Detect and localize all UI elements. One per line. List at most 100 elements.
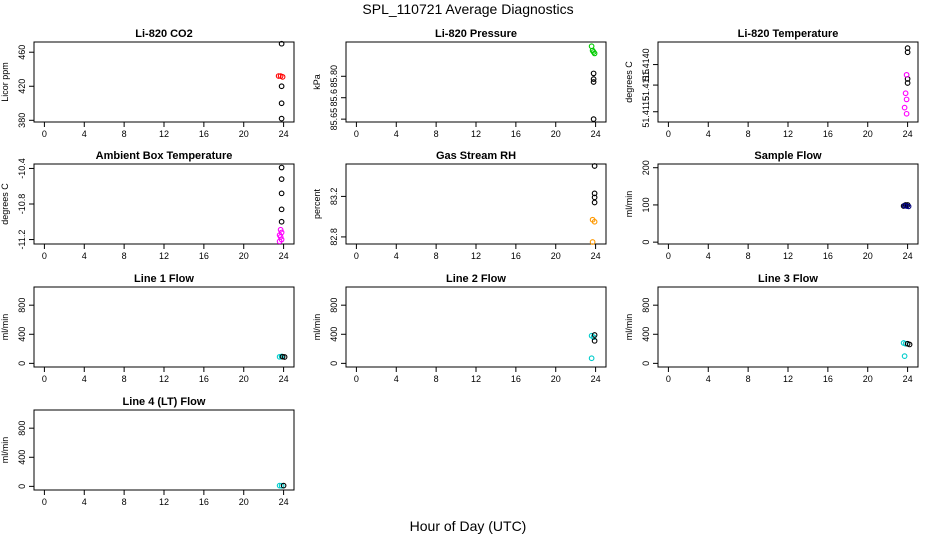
panel-title: Line 1 Flow	[134, 273, 194, 285]
data-point-orange	[589, 239, 596, 245]
y-tick-label: 0	[641, 361, 651, 366]
panel-frame	[33, 286, 295, 368]
x-tick-label: 24	[591, 374, 601, 384]
panel-ambient-box-temperature: Ambient Box Temperature degrees C 0 4 8 12 16 2…	[0, 150, 295, 261]
panel-ylabel: degrees C	[624, 61, 634, 103]
x-tick-label: 16	[199, 374, 209, 384]
data-point-red	[279, 74, 286, 80]
panel-line-4-lt-flow: Line 4 (LT) Flow ml/min 0 4 8 12 16 20 24 0 400 800	[0, 396, 295, 507]
data-point-magenta	[901, 104, 908, 111]
x-tick-label: 20	[863, 374, 873, 384]
x-tick-label: 4	[394, 251, 399, 261]
x-tick-label: 4	[706, 251, 711, 261]
y-tick-label: 800	[17, 421, 27, 436]
x-tick-label: 20	[551, 374, 561, 384]
x-tick-label: 8	[122, 129, 127, 139]
x-tick-label: 16	[823, 374, 833, 384]
x-tick-label: 16	[199, 129, 209, 139]
panel-title: Line 2 Flow	[446, 273, 506, 285]
data-point-black	[278, 40, 285, 47]
data-point-black	[904, 80, 911, 86]
x-tick-label: 16	[511, 374, 521, 384]
x-tick-label: 8	[746, 129, 751, 139]
x-tick-label: 4	[82, 129, 87, 139]
x-tick-label: 8	[434, 129, 439, 139]
panel-ylabel: percent	[312, 188, 322, 219]
x-tick-label: 24	[903, 251, 913, 261]
x-tick-label: 12	[783, 129, 793, 139]
x-tick-label: 12	[159, 497, 169, 507]
x-tick-label: 0	[354, 251, 359, 261]
y-tick-label: 85.6	[329, 89, 339, 107]
y-tick-label: 800	[641, 298, 651, 313]
data-point-black	[278, 115, 285, 122]
data-point-black	[281, 354, 288, 360]
x-tick-label: 24	[279, 374, 289, 384]
panel-title: Line 3 Flow	[758, 273, 818, 285]
data-point-cyan	[276, 482, 283, 489]
y-tick-label: 800	[17, 298, 27, 313]
y-tick-label: 51.4115	[641, 69, 651, 101]
x-tick-label: 20	[863, 251, 873, 261]
x-tick-label: 0	[354, 374, 359, 384]
panel-ylabel: degrees C	[0, 183, 10, 225]
data-point-cyan	[588, 355, 595, 362]
data-point-black	[590, 116, 597, 122]
panel-frame	[657, 286, 919, 368]
y-tick-label: 400	[17, 327, 27, 342]
panel-title: Gas Stream RH	[436, 150, 516, 162]
panel-li-820-co2: Li-820 CO2 Licor ppm 0 4 8 12 16 20 24 380 420 460	[0, 28, 295, 139]
x-tick-label: 12	[159, 374, 169, 384]
x-tick-label: 8	[122, 251, 127, 261]
data-point-black	[591, 199, 598, 206]
x-tick-label: 24	[903, 374, 913, 384]
x-tick-label: 0	[666, 374, 671, 384]
x-tick-label: 16	[511, 129, 521, 139]
x-tick-label: 4	[82, 374, 87, 384]
x-tick-label: 0	[42, 497, 47, 507]
data-point-black	[278, 218, 285, 225]
y-tick-label: -10.8	[17, 194, 27, 215]
y-tick-label: 51.4115	[641, 96, 651, 128]
data-point-magenta	[903, 96, 910, 103]
x-tick-label: 24	[279, 129, 289, 139]
y-tick-label: 100	[641, 197, 651, 212]
data-point-navy	[905, 203, 912, 210]
panel-line-3-flow: Line 3 Flow ml/min 0 4 8 12 16 20 24 0 400 800	[624, 273, 919, 384]
data-point-black	[591, 337, 598, 344]
data-point-magenta	[902, 90, 909, 97]
panel-ylabel: ml/min	[0, 314, 10, 341]
panel-sample-flow: Sample Flow ml/min 0 4 8 12 16 20 24 0 100 200	[624, 150, 919, 261]
x-tick-label: 16	[199, 251, 209, 261]
y-tick-label: 0	[17, 484, 27, 489]
data-point-green	[591, 50, 598, 57]
x-tick-label: 12	[783, 374, 793, 384]
panel-title: Li-820 Temperature	[738, 28, 839, 40]
y-tick-label: 0	[329, 361, 339, 366]
x-tick-label: 0	[42, 374, 47, 384]
x-tick-label: 4	[706, 374, 711, 384]
x-tick-label: 24	[591, 251, 601, 261]
data-point-black	[590, 79, 597, 85]
x-tick-label: 4	[394, 374, 399, 384]
panel-frame	[33, 41, 295, 123]
y-tick-label: 400	[641, 327, 651, 342]
y-tick-label: 0	[17, 361, 27, 366]
x-tick-label: 20	[863, 129, 873, 139]
data-point-cyan	[278, 482, 285, 489]
x-tick-label: 8	[122, 497, 127, 507]
panel-li-820-pressure: Li-820 Pressure kPa 0 4 8 12 16 20 24 85.6585.685…	[312, 28, 607, 139]
data-point-black	[906, 341, 913, 348]
y-tick-label: 83.2	[329, 188, 339, 206]
data-point-black	[904, 49, 911, 56]
panel-title: Li-820 Pressure	[435, 28, 517, 40]
data-point-black	[590, 70, 597, 77]
y-tick-label: 420	[17, 79, 27, 94]
data-point-magenta	[276, 238, 283, 245]
panel-title: Line 4 (LT) Flow	[123, 396, 206, 408]
x-tick-label: 0	[354, 129, 359, 139]
data-point-black	[278, 176, 285, 182]
